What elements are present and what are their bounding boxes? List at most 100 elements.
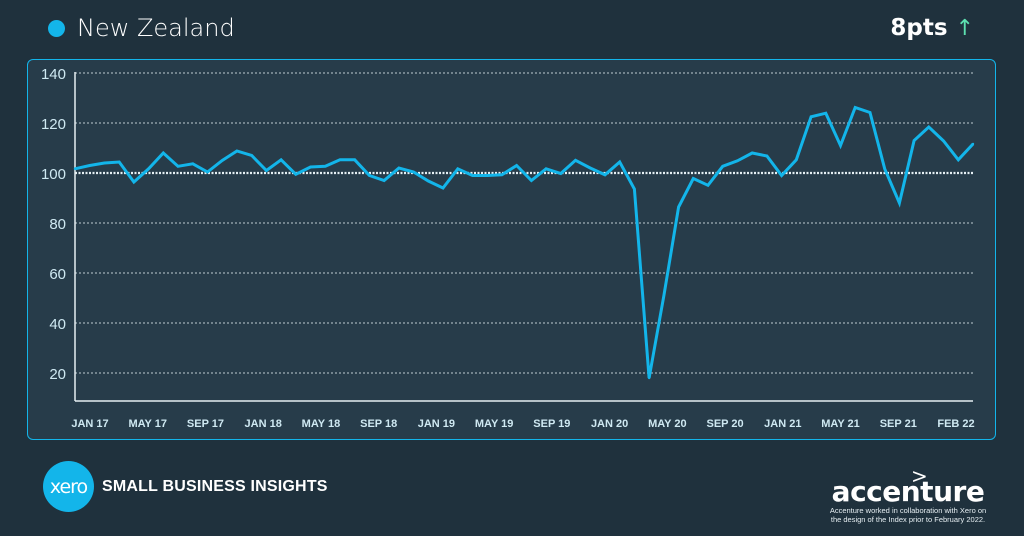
data-point	[471, 174, 474, 177]
xtick-label: SEP 21	[880, 418, 917, 430]
data-point	[485, 174, 489, 177]
data-point	[603, 173, 607, 176]
data-point	[795, 158, 798, 161]
data-point	[677, 205, 680, 209]
data-point	[500, 173, 504, 176]
xtick-label: MAY 17	[128, 418, 167, 430]
ytick-label: 100	[41, 166, 66, 183]
ytick-label: 20	[49, 366, 66, 383]
accenture-branding: accenture > Accenture worked in collabora…	[798, 464, 1018, 524]
data-point	[147, 167, 150, 170]
data-point	[721, 165, 724, 168]
legend-dot-icon	[48, 19, 65, 37]
data-point	[559, 172, 563, 175]
change-indicator: 8pts ↑	[890, 15, 974, 41]
data-point	[971, 142, 975, 146]
xtick-label: SEP 19	[533, 418, 570, 430]
xtick-label: FEB 22	[937, 418, 974, 430]
xtick-label: SEP 18	[360, 418, 397, 430]
data-point	[927, 125, 931, 129]
data-point	[942, 139, 945, 143]
partner-note-1: Accenture worked in collaboration with X…	[829, 506, 987, 515]
data-point	[883, 167, 886, 170]
change-value: 8pts	[890, 15, 948, 41]
data-point	[235, 149, 239, 153]
data-point	[206, 170, 209, 174]
ytick-label: 40	[49, 316, 66, 333]
xtick-label: SEP 20	[707, 418, 744, 430]
data-point	[294, 173, 298, 176]
xtick-label: SEP 17	[187, 418, 224, 430]
data-point	[633, 187, 636, 191]
data-point	[765, 154, 769, 158]
accenture-logo: accenture >	[831, 464, 985, 508]
data-point	[824, 112, 827, 115]
data-point	[265, 169, 268, 172]
data-point	[279, 158, 283, 161]
data-point	[868, 111, 872, 114]
data-point	[957, 158, 960, 161]
data-point	[368, 174, 371, 177]
ytick-label: 140	[41, 66, 66, 83]
data-point	[839, 144, 842, 147]
xtick-label: JAN 21	[764, 418, 801, 430]
data-point	[647, 376, 651, 380]
xtick-label: MAY 18	[302, 418, 341, 430]
data-point	[221, 159, 224, 162]
data-point	[854, 106, 857, 109]
data-point	[117, 160, 121, 164]
data-point	[250, 154, 253, 157]
xero-branding: xero SMALL BUSINESS INSIGHTS	[43, 461, 328, 512]
data-point	[191, 162, 194, 165]
data-point	[397, 166, 401, 170]
xero-logo: xero	[43, 461, 94, 512]
data-point	[132, 180, 136, 184]
xtick-label: JAN 17	[71, 418, 108, 430]
partner-note-2: the design of the Index prior to Februar…	[830, 515, 986, 524]
xtick-label: JAN 19	[418, 418, 455, 430]
data-point	[530, 179, 533, 182]
ytick-label: 60	[49, 266, 66, 283]
data-point	[324, 165, 327, 168]
data-point	[662, 294, 666, 297]
data-point	[898, 201, 901, 205]
data-point	[412, 170, 415, 174]
ytick-label: 120	[41, 116, 66, 133]
product-name: SMALL BUSINESS INSIGHTS	[102, 477, 328, 495]
data-point	[427, 179, 430, 183]
data-point	[544, 167, 548, 170]
data-point	[780, 174, 783, 177]
data-point	[103, 161, 106, 165]
data-point	[309, 165, 312, 169]
data-point	[618, 160, 621, 164]
data-point	[162, 151, 165, 155]
data-point	[912, 139, 916, 142]
arrow-up-icon: ↑	[955, 15, 974, 41]
data-point	[88, 164, 91, 167]
data-point	[456, 167, 459, 170]
data-point	[589, 166, 592, 170]
data-point	[441, 186, 445, 190]
data-point	[750, 151, 754, 155]
ytick-label: 80	[49, 216, 66, 233]
data-point	[809, 115, 813, 118]
xtick-label: MAY 21	[821, 418, 860, 430]
data-point	[176, 165, 180, 168]
data-point	[338, 158, 342, 161]
series-line-new-zealand	[74, 105, 975, 379]
data-point	[382, 179, 386, 182]
xtick-label: MAY 20	[648, 418, 687, 430]
data-point	[706, 184, 710, 187]
data-point	[353, 158, 356, 161]
data-point	[692, 177, 695, 180]
xtick-label: MAY 19	[475, 418, 514, 430]
xtick-label: JAN 18	[245, 418, 282, 430]
data-point	[73, 167, 77, 170]
data-point	[736, 159, 739, 162]
chart-title: New Zealand	[48, 14, 235, 42]
data-point	[574, 159, 577, 162]
xtick-label: JAN 20	[591, 418, 628, 430]
data-point	[515, 164, 518, 167]
country-name: New Zealand	[77, 14, 235, 42]
